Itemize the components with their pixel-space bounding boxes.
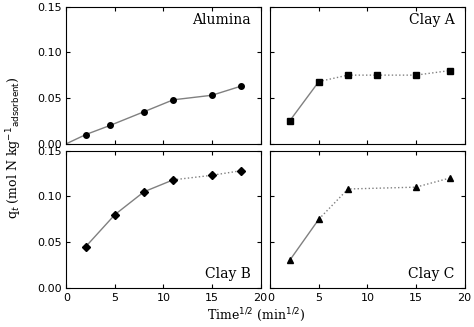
Text: Time$^{1/2}$ (min$^{1/2}$): Time$^{1/2}$ (min$^{1/2}$) bbox=[207, 306, 305, 324]
Text: Clay B: Clay B bbox=[205, 267, 251, 281]
Text: q$_t$ (mol N kg$^{-1}$$_{\mathrm{adsorbent}}$): q$_t$ (mol N kg$^{-1}$$_{\mathrm{adsorbe… bbox=[5, 76, 24, 218]
Text: Clay A: Clay A bbox=[409, 13, 455, 27]
Text: Clay C: Clay C bbox=[409, 267, 455, 281]
Text: Alumina: Alumina bbox=[192, 13, 251, 27]
